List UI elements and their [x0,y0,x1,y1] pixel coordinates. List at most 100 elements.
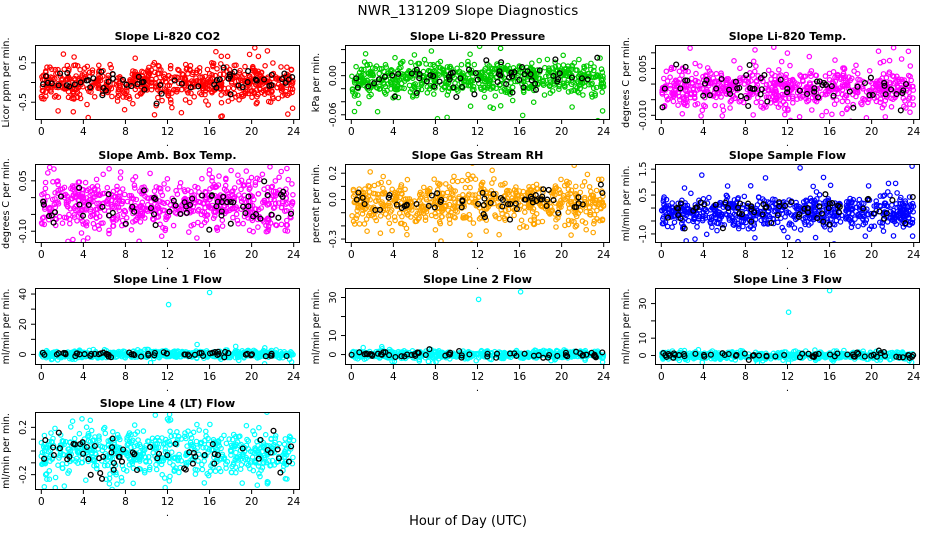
svg-text:-0.5: -0.5 [18,93,29,112]
svg-text:16: 16 [203,126,217,138]
svg-text:-0.06: -0.06 [328,102,339,127]
svg-text:0: 0 [38,371,45,383]
scatter-points [38,164,296,243]
plot-box [655,45,920,120]
svg-text:12: 12 [781,126,794,138]
panel-xlab-dot: . [476,383,479,394]
y-axis-title: ml/min per min. [311,289,322,365]
svg-text:20: 20 [245,371,258,383]
svg-text:12: 12 [471,249,484,261]
svg-text:24: 24 [597,249,611,261]
svg-text:24: 24 [287,249,301,261]
y-axis-title: degrees C per min. [621,37,632,128]
svg-text:1.5: 1.5 [638,162,649,177]
svg-text:20: 20 [245,249,258,261]
panel-3-slope-amb-box-temp-: Slope Amb. Box Temp. degrees C per min. 0.… [1,149,301,272]
svg-text:0.005: 0.005 [638,55,649,82]
svg-text:0.05: 0.05 [18,170,29,191]
svg-text:0: 0 [38,249,45,261]
svg-text:8: 8 [122,126,129,138]
panel-xlab-dot: . [786,383,789,394]
svg-text:40: 40 [18,288,29,300]
svg-text:24: 24 [287,126,301,138]
x-axis-ticks: 0 4 8 12 16 20 24 [658,365,921,383]
panel-xlab-dot: . [476,138,479,149]
panel-5-slope-sample-flow: Slope Sample Flow ml/min per min. 1.5 0.5 -1… [621,149,921,272]
y-axis-title: degrees C per min. [1,158,12,249]
y-axis-ticks: 0.05 -0.10 [18,170,35,244]
scatter-points [38,45,296,120]
plot-box [345,45,610,120]
svg-text:8: 8 [432,126,439,138]
svg-text:-0.3: -0.3 [328,230,339,249]
svg-text:12: 12 [161,249,174,261]
panel-6-slope-line-1-flow: Slope Line 1 Flow ml/min per min. 40 20 0 0 4 8… [1,273,301,394]
panel-title: Slope Li-820 Pressure [410,30,545,43]
plot-box [655,164,920,243]
plot-box [35,412,300,490]
svg-text:-0.010: -0.010 [638,100,649,131]
y-axis-ticks: 0.2-0.2 [18,420,35,484]
svg-text:24: 24 [907,249,921,261]
scatter-points [659,45,917,120]
svg-text:0.00: 0.00 [328,65,339,86]
panel-title: Slope Sample Flow [729,149,846,162]
y-axis-ticks: 0.005 -0.010 [638,52,655,131]
panel-title: Slope Gas Stream RH [412,149,544,162]
svg-text:12: 12 [781,249,794,261]
panel-xlab-dot: . [166,261,169,272]
panel-xlab-dot: . [476,261,479,272]
x-axis-ticks: 0 4 8 12 16 20 24 [658,120,921,138]
svg-text:24: 24 [287,371,301,383]
x-axis-ticks: 0 4 8 12 16 20 24 [38,120,301,138]
svg-text:20: 20 [18,318,29,330]
plot-box [345,164,610,243]
y-axis-title: percent per min. [311,164,322,243]
panel-xlab-dot: . [786,138,789,149]
svg-text:0: 0 [348,126,355,138]
panel-2-slope-li-820-temp-: Slope Li-820 Temp. degrees C per min. 0.00… [621,30,921,149]
y-axis-ticks: 0.00 -0.06 [328,49,345,127]
scatter-points [38,412,297,490]
y-axis-title: kPa per min. [311,53,322,112]
scatter-points [348,288,607,365]
x-axis-ticks: 0 4 8 12 16 20 24 [348,243,611,261]
svg-text:16: 16 [513,126,527,138]
y-axis-title: ml/min per min. [621,166,632,242]
svg-text:20: 20 [555,126,568,138]
scatter-points [659,288,917,365]
plot-box [655,288,920,365]
x-axis-ticks: 0 4 8 12 16 20 24 [658,243,921,261]
panel-xlab-dot: . [786,261,789,272]
panel-title: Slope Line 2 Flow [423,273,532,286]
plot-box [35,164,300,243]
svg-text:8: 8 [742,126,749,138]
panel-9-slope-line-4-lt-flow: Slope Line 4 (LT) Flow ml/min per min. 0.2… [1,397,301,519]
svg-text:4: 4 [700,126,707,138]
svg-text:4: 4 [390,126,397,138]
svg-text:12: 12 [161,126,174,138]
svg-text:16: 16 [823,249,837,261]
svg-text:20: 20 [865,249,878,261]
svg-text:24: 24 [597,126,611,138]
svg-text:4: 4 [700,249,707,261]
scatter-points [349,164,607,243]
panel-title: Slope Li-820 Temp. [729,30,847,43]
panel-xlab-dot: . [166,508,169,519]
svg-text:12: 12 [471,126,484,138]
svg-text:12: 12 [161,371,174,383]
panel-xlab-dot: . [166,383,169,394]
svg-text:0.5: 0.5 [18,55,29,70]
svg-text:8: 8 [122,371,129,383]
y-axis-ticks: 0.5 -0.5 [18,55,35,112]
panel-title: Slope Line 4 (LT) Flow [100,397,235,410]
y-axis-title: ml/min per min. [621,289,632,365]
scatter-points [38,289,296,365]
panel-title: Slope Li-820 CO2 [115,30,221,43]
svg-text:16: 16 [823,126,837,138]
svg-text:0.5: 0.5 [638,188,649,203]
x-axis-ticks: 0 4 8 12 16 20 24 [38,365,301,383]
